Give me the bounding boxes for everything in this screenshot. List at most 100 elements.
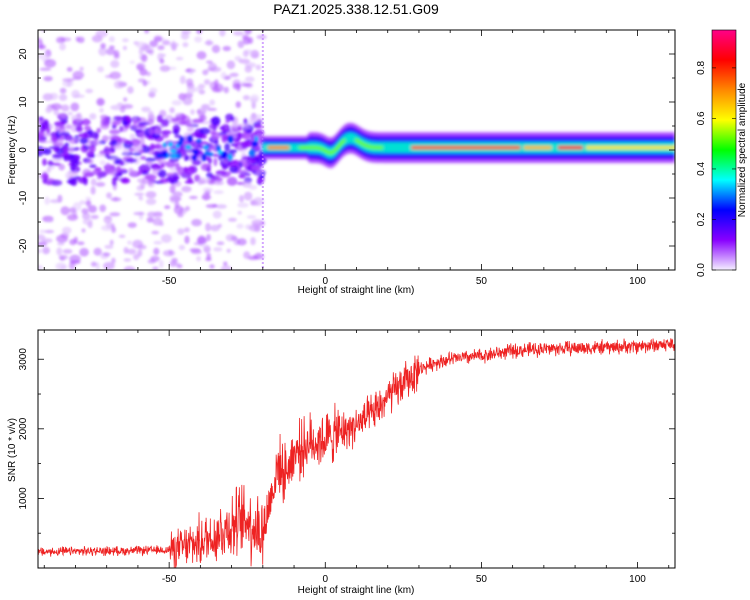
noise-blob bbox=[152, 167, 160, 175]
noise-blob bbox=[249, 97, 258, 104]
noise-blob bbox=[38, 265, 43, 270]
heatmap-x-tick-label: 100 bbox=[629, 276, 646, 287]
noise-blob bbox=[169, 167, 178, 171]
noise-blob bbox=[65, 171, 74, 180]
noise-blob bbox=[205, 204, 218, 209]
noise-blob bbox=[223, 159, 228, 165]
noise-blob bbox=[181, 185, 192, 193]
noise-blob bbox=[98, 47, 107, 56]
noise-blob bbox=[242, 50, 249, 58]
noise-blob bbox=[213, 181, 224, 186]
noise-blob bbox=[44, 196, 50, 205]
noise-blob bbox=[137, 244, 147, 250]
noise-blob bbox=[92, 140, 103, 146]
noise-blob bbox=[90, 186, 96, 195]
noise-blob bbox=[245, 128, 253, 134]
noise-blob bbox=[79, 200, 86, 205]
noise-blob bbox=[197, 235, 206, 244]
noise-blob bbox=[116, 168, 128, 173]
noise-blob bbox=[156, 114, 163, 123]
noise-blob bbox=[145, 160, 153, 167]
noise-blob bbox=[168, 249, 173, 255]
noise-blob bbox=[124, 139, 132, 144]
noise-blob bbox=[149, 40, 158, 48]
noise-blob bbox=[202, 104, 208, 112]
noise-blob bbox=[73, 94, 85, 98]
snr-x-tick-label: 50 bbox=[476, 574, 488, 585]
noise-hot-spot bbox=[185, 145, 192, 150]
noise-blob bbox=[161, 234, 172, 243]
noise-blob bbox=[96, 127, 101, 134]
noise-blob bbox=[127, 240, 132, 245]
noise-blob bbox=[238, 173, 246, 179]
noise-blob bbox=[242, 141, 252, 146]
noise-blob bbox=[226, 248, 231, 253]
noise-blob bbox=[158, 259, 164, 269]
noise-hot-spot bbox=[220, 151, 228, 159]
noise-blob bbox=[203, 245, 211, 253]
noise-blob bbox=[255, 169, 264, 176]
noise-blob bbox=[72, 171, 79, 176]
noise-blob bbox=[232, 83, 241, 90]
noise-blob bbox=[148, 110, 154, 120]
noise-blob bbox=[42, 158, 47, 166]
noise-hot-spot bbox=[206, 152, 214, 157]
noise-blob bbox=[175, 112, 182, 117]
colorbar-gradient bbox=[712, 30, 736, 270]
noise-blob bbox=[82, 218, 93, 225]
noise-blob bbox=[78, 177, 88, 184]
noise-blob bbox=[51, 137, 58, 144]
noise-hot-spot bbox=[227, 135, 234, 144]
colorbar-frame bbox=[711, 29, 737, 271]
noise-blob bbox=[89, 144, 96, 153]
noise-blob bbox=[38, 140, 50, 144]
noise-blob bbox=[67, 111, 73, 116]
colorbar-label: Normalized spectral amplitude bbox=[737, 82, 748, 217]
noise-blob bbox=[171, 100, 182, 106]
noise-blob bbox=[115, 159, 121, 164]
snr-x-tick-label: 100 bbox=[629, 574, 646, 585]
noise-blob bbox=[235, 101, 241, 108]
noise-blob bbox=[138, 169, 143, 176]
noise-blob bbox=[85, 201, 92, 205]
noise-blob bbox=[237, 202, 249, 208]
noise-blob bbox=[169, 184, 176, 194]
ridge-core bbox=[298, 138, 346, 155]
noise-blob bbox=[128, 170, 138, 176]
noise-blob bbox=[106, 221, 112, 229]
noise-blob bbox=[206, 252, 211, 260]
noise-blob bbox=[79, 66, 84, 71]
noise-hot-spot bbox=[254, 136, 259, 142]
noise-hot-spot bbox=[227, 153, 233, 161]
noise-blob bbox=[233, 31, 244, 36]
colorbar-ticks: 0.0 0.2 0.4 0.6 0.8 bbox=[696, 61, 736, 277]
noise-blob bbox=[66, 67, 73, 72]
noise-blob bbox=[241, 83, 252, 87]
noise-blob bbox=[242, 34, 249, 40]
noise-blob bbox=[131, 117, 137, 122]
noise-blob bbox=[197, 179, 203, 186]
noise-blob bbox=[69, 260, 81, 265]
noise-blob bbox=[133, 253, 140, 261]
heatmap-y-tick-label: -20 bbox=[18, 238, 29, 253]
noise-blob bbox=[140, 180, 146, 190]
noise-blob bbox=[118, 234, 126, 238]
noise-blob bbox=[59, 42, 66, 51]
noise-hot-spot bbox=[179, 136, 185, 143]
noise-blob bbox=[84, 125, 92, 131]
noise-blob bbox=[213, 247, 223, 252]
noise-hot-spot bbox=[202, 145, 210, 150]
noise-blob bbox=[62, 78, 75, 82]
noise-blob bbox=[49, 92, 59, 100]
noise-blob bbox=[151, 133, 161, 139]
heatmap-axes: -50 0 50 100 -20 -10 0 10 20 bbox=[18, 29, 675, 287]
heatmap-x-axis-label: Height of straight line (km) bbox=[298, 285, 415, 296]
noise-blob bbox=[202, 69, 209, 76]
noise-blob bbox=[184, 155, 190, 161]
noise-blob bbox=[60, 131, 70, 137]
noise-blob bbox=[45, 180, 53, 186]
noise-blob bbox=[88, 205, 97, 213]
noise-blob bbox=[123, 258, 132, 262]
noise-blob bbox=[225, 113, 234, 121]
noise-hot-spot bbox=[248, 149, 256, 158]
